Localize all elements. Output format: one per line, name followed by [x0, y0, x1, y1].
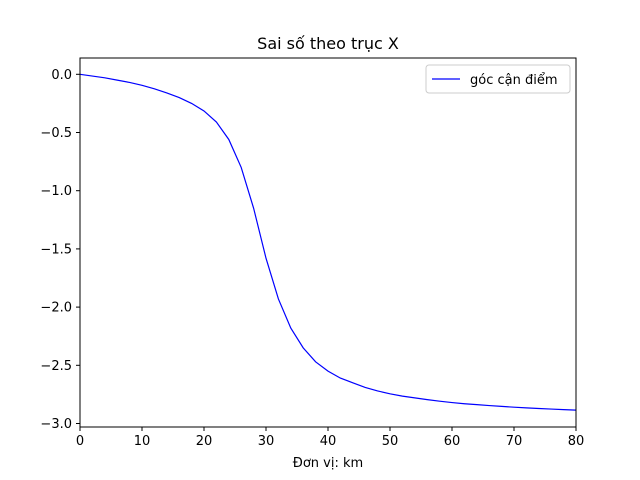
plot-frame [79, 57, 577, 428]
series-line-goc-can-diem [79, 73, 577, 411]
x-tick-label: 0 [76, 434, 84, 449]
x-tick-label: 30 [258, 434, 275, 449]
x-tick-label: 40 [320, 434, 337, 449]
y-axis: 0.0 −0.5 −1.0 −1.5 −2.0 −2.5 −3.0 [40, 68, 80, 432]
x-axis: 0 10 20 30 40 50 60 70 80 [76, 427, 584, 449]
x-axis-label: Đơn vị: km [293, 456, 363, 471]
legend-label: góc cận điểm [470, 73, 558, 88]
x-tick-label: 50 [382, 434, 399, 449]
y-tick-label: 0.0 [51, 68, 72, 83]
y-tick-label: −1.5 [40, 242, 72, 257]
legend-box [425, 64, 571, 94]
y-tick-label: −3.0 [40, 417, 72, 432]
y-tick-label: −2.5 [40, 359, 72, 374]
chart-title: Sai số theo trục X [257, 34, 399, 53]
x-tick-label: 70 [506, 434, 523, 449]
legend: góc cận điểm [425, 64, 571, 94]
x-tick-label: 20 [196, 434, 213, 449]
x-tick-label: 80 [568, 434, 585, 449]
x-tick-label: 10 [134, 434, 151, 449]
y-tick-label: −0.5 [40, 126, 72, 141]
plot-area [80, 58, 576, 427]
y-tick-label: −1.0 [40, 184, 72, 199]
y-tick-label: −2.0 [40, 301, 72, 316]
x-tick-label: 60 [444, 434, 461, 449]
